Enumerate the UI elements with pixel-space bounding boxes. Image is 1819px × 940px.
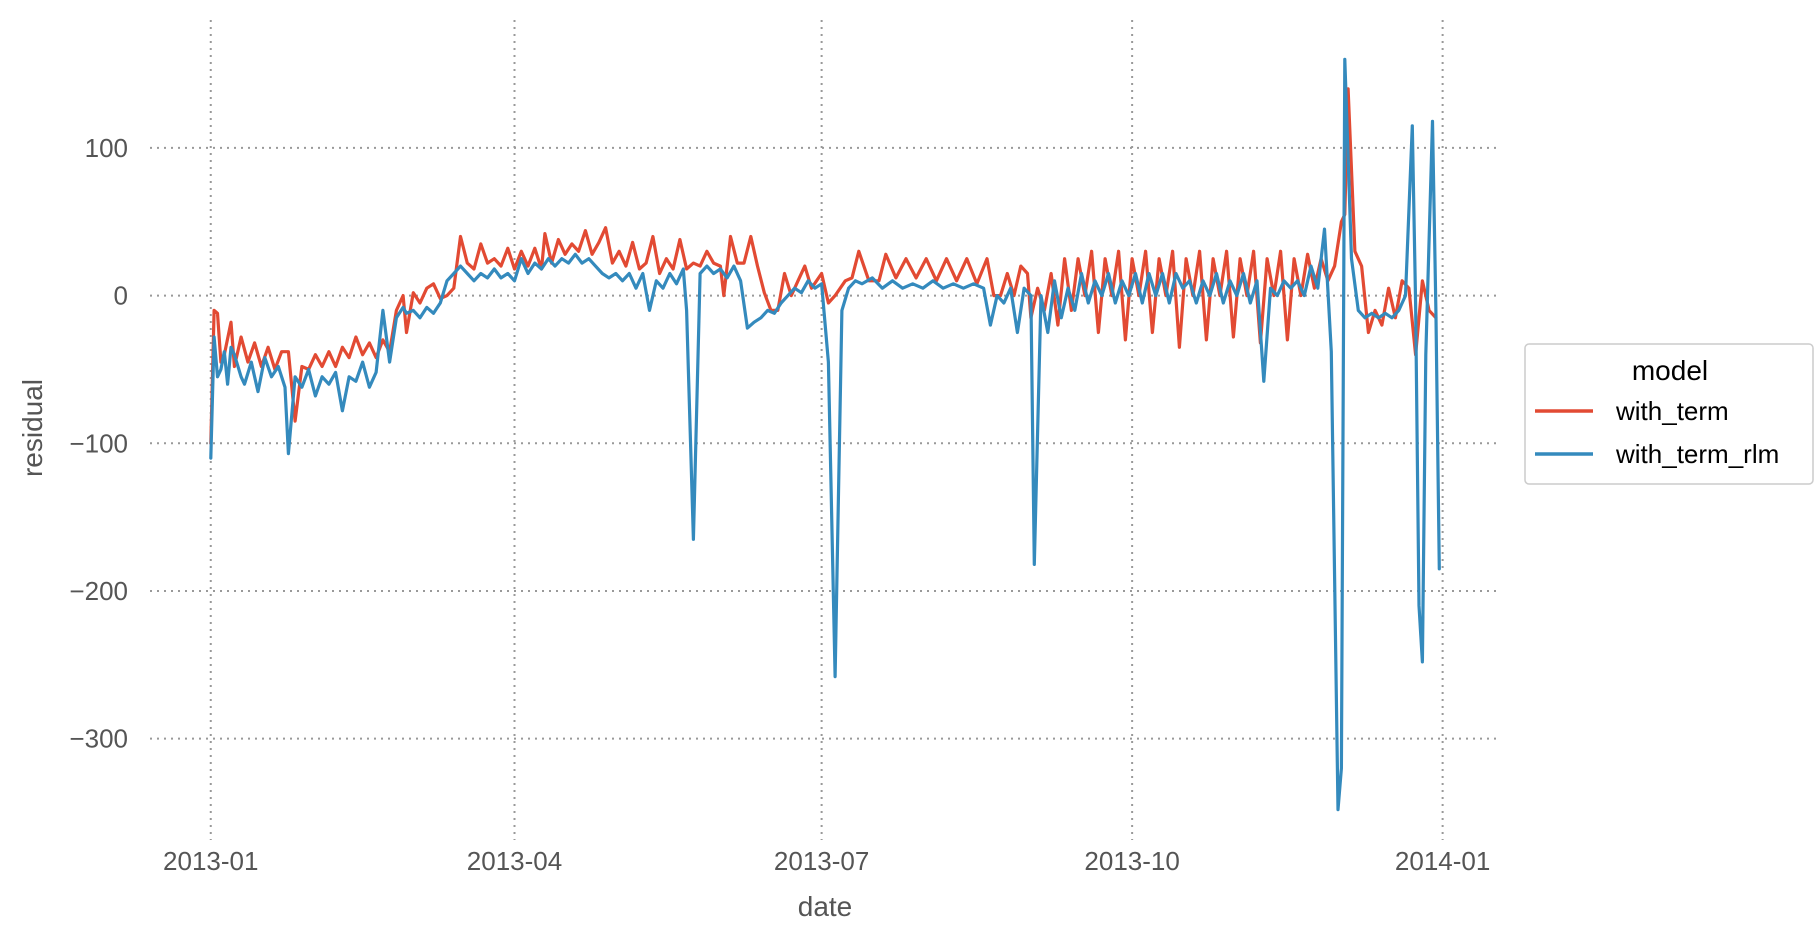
y-tick-label: 100 — [85, 133, 128, 163]
gridlines — [150, 20, 1500, 840]
series-line-with-term-rlm — [209, 57, 1441, 812]
series-line-with-term — [209, 87, 1438, 445]
series-lines — [209, 57, 1441, 812]
legend-label-with-term: with_term — [1615, 396, 1729, 426]
y-tick-label: −200 — [69, 576, 128, 606]
x-tick-label: 2013-04 — [467, 846, 562, 876]
x-tick-label: 2013-01 — [163, 846, 258, 876]
y-axis-label: residual — [17, 379, 48, 477]
legend: model with_term with_term_rlm — [1524, 343, 1814, 485]
legend-title: model — [1632, 355, 1708, 386]
y-tick-label: −100 — [69, 428, 128, 458]
x-tick-label: 2013-10 — [1084, 846, 1179, 876]
y-tick-label: −300 — [69, 724, 128, 754]
x-tick-label: 2014-01 — [1395, 846, 1490, 876]
x-tick-label: 2013-07 — [774, 846, 869, 876]
legend-label-with-term-rlm: with_term_rlm — [1615, 439, 1779, 469]
x-axis-label: date — [798, 891, 853, 922]
y-tick-labels: −300 −200 −100 0 100 — [69, 133, 128, 754]
y-tick-label: 0 — [114, 281, 128, 311]
x-tick-labels: 2013-01 2013-04 2013-07 2013-10 2014-01 — [163, 846, 1490, 876]
legend-frame — [1524, 343, 1814, 485]
